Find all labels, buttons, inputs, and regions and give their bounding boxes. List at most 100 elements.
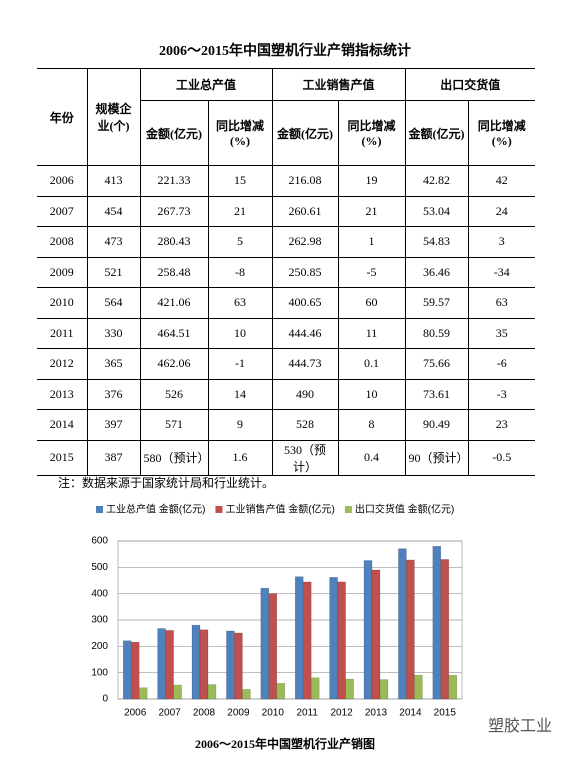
x-tick-label: 2009 xyxy=(227,708,250,719)
bar xyxy=(199,629,209,700)
legend-label: 工业总产值 金额(亿元) xyxy=(106,503,205,516)
x-tick-label: 2014 xyxy=(399,708,422,719)
bar xyxy=(363,560,373,700)
cell: 42 xyxy=(467,165,536,197)
cell: 2010 xyxy=(37,287,88,319)
cell: 53.04 xyxy=(404,195,469,227)
bar xyxy=(268,593,278,700)
y-tick-label: 600 xyxy=(91,536,108,547)
cell: 473 xyxy=(86,226,141,258)
cell: 54.83 xyxy=(404,226,469,258)
table-row: 2015 387 580（预计） 1.6 530（预计） 0.4 90（预计） -0.5 xyxy=(37,439,536,476)
cell: 2009 xyxy=(37,256,88,288)
bar xyxy=(302,581,312,700)
cell: 10 xyxy=(207,317,273,349)
cell: 580（预计） xyxy=(139,439,210,476)
bar xyxy=(329,577,338,700)
cell: 400.65 xyxy=(271,287,339,319)
x-tick-label: 2012 xyxy=(330,708,353,719)
header-cell: 金额(亿元) xyxy=(271,100,339,166)
bar xyxy=(276,683,286,700)
bar xyxy=(165,630,174,700)
cell: 2015 xyxy=(37,439,88,476)
table-row: 2006 413 221.33 15 216.08 19 42.82 42 xyxy=(37,165,536,197)
cell: -8 xyxy=(207,256,273,288)
header-cell: 工业总产值 xyxy=(139,68,273,101)
cell: 462.06 xyxy=(139,348,209,380)
cell: 90.49 xyxy=(404,409,469,441)
table-row: 2013 376 526 14 490 10 73.61 -3 xyxy=(37,378,536,410)
cell: 262.98 xyxy=(271,226,339,258)
cell: 8 xyxy=(337,409,406,441)
cell: 376 xyxy=(86,378,141,410)
cell: 528 xyxy=(271,409,339,441)
bar xyxy=(173,684,182,700)
cell: 397 xyxy=(86,409,141,441)
x-tick-label: 2013 xyxy=(365,708,388,719)
cell: -6 xyxy=(467,348,536,380)
legend-swatch xyxy=(96,506,103,513)
cell: -1 xyxy=(207,348,273,380)
x-tick-label: 2011 xyxy=(296,708,318,719)
cell: 2011 xyxy=(37,317,88,349)
header-cell: 规模企业(个) xyxy=(86,68,141,166)
table-row: 2008 473 280.43 5 262.98 1 54.83 3 xyxy=(37,226,536,258)
cell: 490 xyxy=(271,378,339,410)
cell: 90（预计） xyxy=(404,439,469,476)
cell: 60 xyxy=(337,287,406,319)
y-tick-label: 100 xyxy=(91,667,108,678)
x-tick-label: 2010 xyxy=(262,708,285,719)
cell: -3 xyxy=(467,378,536,410)
cell: 521 xyxy=(86,256,141,288)
cell: 35 xyxy=(467,317,536,349)
y-tick-label: 400 xyxy=(91,588,108,599)
header-cell: 同比增减(%) xyxy=(467,100,536,166)
bar xyxy=(414,674,423,700)
cell: 0.1 xyxy=(337,348,406,380)
cell: 250.85 xyxy=(271,256,339,288)
cell: 454 xyxy=(86,195,141,227)
cell: 1 xyxy=(337,226,406,258)
table-title: 2006～2015年中国塑机行业产销指标统计 xyxy=(159,44,411,59)
cell: 21 xyxy=(337,195,406,227)
note: 注：数据来源于国家统计局和行业统计。 xyxy=(58,476,275,490)
cell: 280.43 xyxy=(139,226,209,258)
cell: 526 xyxy=(139,378,209,410)
cell: 11 xyxy=(337,317,406,349)
legend-label: 出口交货值 金额(亿元) xyxy=(355,503,454,516)
cell: 1.6 xyxy=(207,439,273,476)
cell: 330 xyxy=(86,317,141,349)
bar xyxy=(432,546,442,700)
table-row: 2012 365 462.06 -1 444.73 0.1 75.66 -6 xyxy=(37,348,536,380)
bar xyxy=(448,675,458,700)
legend-swatch xyxy=(215,506,223,513)
bar xyxy=(260,587,270,700)
x-tick-label: 2006 xyxy=(124,708,147,719)
cell: 571 xyxy=(139,409,209,441)
header-cell: 出口交货值 xyxy=(404,68,536,101)
cell: 564 xyxy=(86,287,141,319)
bar xyxy=(294,576,304,700)
cell: 365 xyxy=(86,348,141,380)
cell: 14 xyxy=(207,378,273,410)
table-row: 2014 397 571 9 528 8 90.49 23 xyxy=(37,409,536,441)
cell: 464.51 xyxy=(139,317,209,349)
bar xyxy=(191,624,201,700)
x-tick-label: 2015 xyxy=(434,708,457,719)
bar xyxy=(371,569,381,700)
header-cell: 年份 xyxy=(37,68,88,166)
y-tick-label: 200 xyxy=(91,641,108,652)
bar xyxy=(242,689,251,700)
cell: 42.82 xyxy=(404,165,469,197)
bar xyxy=(337,581,346,700)
cell: 216.08 xyxy=(271,165,339,197)
cell: 63 xyxy=(467,287,536,319)
cell: 221.33 xyxy=(139,165,209,197)
cell: 21 xyxy=(207,195,273,227)
cell: 5 xyxy=(207,226,273,258)
cell: 80.59 xyxy=(404,317,469,349)
cell: 444.46 xyxy=(271,317,339,349)
cell: 2008 xyxy=(37,226,88,258)
cell: 73.61 xyxy=(404,378,469,410)
cell: 19 xyxy=(337,165,406,197)
